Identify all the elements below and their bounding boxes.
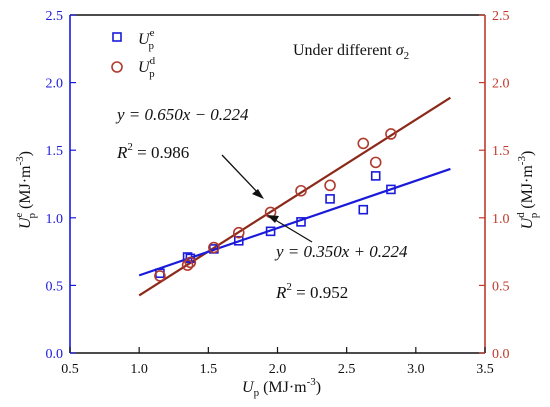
annotation-sigma-sub: 2 <box>404 50 410 62</box>
svg-text:Udp (MJ·m-3): Udp (MJ·m-3) <box>515 151 540 230</box>
data-point-uep <box>325 194 335 204</box>
data-point-udp <box>232 226 245 239</box>
annotation-arrows <box>221 154 313 243</box>
left-y-tick-label: 0.5 <box>46 279 64 294</box>
arrow-to-uep-fit <box>271 217 313 243</box>
ticks-layer: 0.5 1.0 1.5 2.0 2.5 3.0 3.50.00.51.01.52.02.50… <box>46 9 510 377</box>
data-point-uep <box>233 235 244 246</box>
data-point-udp <box>295 184 307 197</box>
uep-fit-r2: R2 = 0.952 <box>275 281 348 302</box>
data-points <box>154 128 397 282</box>
data-point-udp <box>184 256 197 269</box>
data-point-udp <box>357 137 370 150</box>
x-tick-label: 3.5 <box>476 362 494 377</box>
left-y-tick-label: 1.0 <box>46 212 64 227</box>
uep-r2-symbol: R <box>275 283 287 302</box>
data-point-udp <box>385 128 397 140</box>
x-tick-label: 0.5 <box>61 362 79 377</box>
data-point-udp <box>324 179 336 192</box>
x-tick-label: 2.5 <box>338 362 356 377</box>
data-point-udp <box>181 259 194 271</box>
left-y-tick-label: 1.5 <box>46 144 64 159</box>
legend-label-udp: Ud p <box>138 55 156 80</box>
uep-r2-sup: 2 <box>286 281 292 293</box>
data-point-udp <box>154 270 166 282</box>
legend-label-uep: Ue p <box>138 27 155 52</box>
udp-r2-value: = 0.986 <box>133 143 189 162</box>
udp-r2-sup: 2 <box>127 141 133 153</box>
right-y-tick-label: 0.0 <box>492 347 510 362</box>
annotation-prefix: Under different <box>293 42 396 59</box>
data-point-uep <box>296 217 306 227</box>
right-y-tick-label: 2.0 <box>492 77 510 92</box>
x-tick-label: 3.0 <box>407 362 425 377</box>
legend-marker-udp <box>111 61 123 73</box>
uep-r2-value: = 0.952 <box>292 283 348 302</box>
left-y-tick-label: 2.5 <box>46 9 64 24</box>
x-axis-title: Up (MJ·m-3) <box>242 376 321 399</box>
udp-fit-r2: R2 = 0.986 <box>116 141 189 162</box>
right-y-tick-label: 1.5 <box>492 144 510 159</box>
right-y-axis-title: Udp (MJ·m-3) <box>515 151 540 230</box>
annotation-under-different-sigma2: Under different σ2 <box>293 42 409 62</box>
data-point-uep <box>265 226 276 237</box>
legend: Ue p Ud p <box>111 27 156 80</box>
right-y-tick-label: 0.5 <box>492 279 510 294</box>
data-point-uep <box>386 184 396 195</box>
x-tick-label: 1.0 <box>130 362 148 377</box>
right-y-tick-label: 1.0 <box>492 212 510 227</box>
udp-fit-equation: y = 0.650x − 0.224 <box>115 105 249 124</box>
data-point-uep <box>358 204 369 215</box>
right-y-tick-label: 2.5 <box>492 9 510 24</box>
left-y-tick-label: 2.0 <box>46 77 64 92</box>
data-point-uep <box>370 171 381 181</box>
svg-text:Uep (MJ·m-3): Uep (MJ·m-3) <box>13 151 38 229</box>
x-tick-label: 1.5 <box>200 362 218 377</box>
legend-marker-uep <box>112 32 122 42</box>
udp-r2-symbol: R <box>116 143 128 162</box>
arrow-to-uep-fit-head <box>267 215 279 223</box>
arrow-to-udp-fit <box>221 154 261 196</box>
arrow-to-udp-fit-head <box>252 189 264 199</box>
data-point-udp <box>208 241 220 254</box>
uep-fit-equation: y = 0.350x + 0.224 <box>274 242 408 261</box>
data-point-udp <box>369 156 382 169</box>
left-y-axis-title: Uep (MJ·m-3) <box>13 151 38 229</box>
left-y-tick-label: 0.0 <box>46 347 64 362</box>
annotation-sigma: σ <box>396 42 405 59</box>
x-tick-label: 2.0 <box>269 362 287 377</box>
